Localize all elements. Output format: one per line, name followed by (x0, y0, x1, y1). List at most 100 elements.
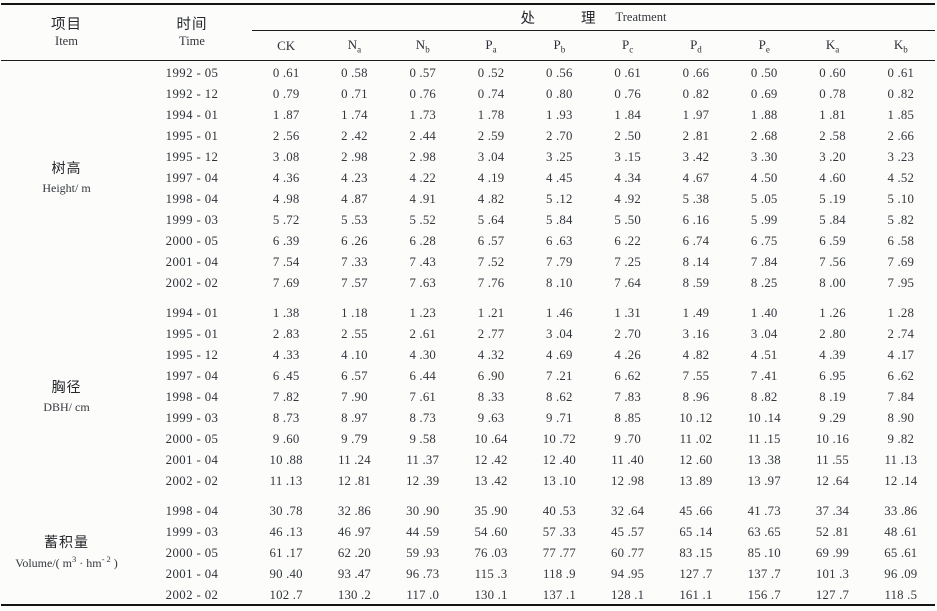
value-cell: 1 .31 (614, 306, 641, 320)
value-cell: 6 .57 (341, 369, 368, 383)
header-item-column: 项目 Item (1, 5, 132, 60)
value-cell: 6 .74 (682, 234, 710, 248)
value-cell: 6 .75 (750, 234, 778, 248)
value-cell: 4 .82 (477, 192, 505, 206)
column-header-subscript: d (697, 44, 702, 55)
value-cell: 11 .24 (338, 453, 371, 467)
value-cell: 3 .04 (477, 150, 505, 164)
column-header-subscript: c (629, 44, 634, 55)
value-cell: 4 .30 (409, 348, 437, 362)
value-cell: 156 .7 (747, 588, 781, 602)
value-cell: 4 .98 (272, 192, 300, 206)
value-cell: 6 .59 (819, 234, 846, 248)
value-cell: 7 .25 (614, 255, 641, 269)
time-cell: 2000 - 05 (165, 546, 219, 560)
time-cell: 1994 - 01 (165, 306, 219, 320)
value-cell: 2 .80 (819, 327, 846, 341)
column-header-subscript: e (765, 44, 770, 55)
value-cell: 10 .72 (542, 432, 576, 446)
value-cell: 12 .42 (474, 453, 508, 467)
value-cell: 62 .20 (337, 546, 372, 560)
section-rows: 1998 - 04 30 .78 32 .86 30 .90 35 .90 40 .53 3… (132, 501, 935, 606)
value-cell: 6 .45 (272, 369, 300, 383)
value-cell: 8 .90 (887, 411, 915, 425)
value-cell: 0 .82 (887, 87, 915, 101)
value-cell: 4 .82 (682, 348, 710, 362)
value-cell: 6 .57 (477, 234, 505, 248)
value-cell: 118 .9 (542, 567, 576, 581)
value-cell: 3 .25 (546, 150, 573, 164)
value-cell: 4 .39 (819, 348, 846, 362)
value-cell: 2 .70 (614, 327, 641, 341)
value-cell: 7 .69 (272, 276, 300, 290)
value-cell: 94 .95 (611, 567, 645, 581)
value-cell: 11 .15 (747, 432, 781, 446)
value-cell: 1 .85 (887, 108, 915, 122)
value-cell: 7 .56 (819, 255, 846, 269)
time-cell: 2001 - 04 (165, 453, 219, 467)
value-cell: 9 .63 (477, 411, 505, 425)
value-cell: 3 .23 (887, 150, 915, 164)
value-cell: 4 .34 (614, 171, 641, 185)
value-cell: 12 .81 (337, 474, 372, 488)
value-cell: 9 .71 (546, 411, 573, 425)
value-cell: 1 .46 (546, 306, 573, 320)
value-cell: 8 .85 (614, 411, 641, 425)
value-cell: 11 .02 (679, 432, 713, 446)
value-cell: 6 .28 (409, 234, 437, 248)
treatment-column-header: Na (320, 37, 388, 55)
treatment-column-header: CK (252, 38, 320, 54)
value-cell: 2 .58 (819, 129, 846, 143)
value-cell: 4 .32 (477, 348, 505, 362)
value-cell: 30 .78 (269, 504, 303, 518)
value-cell: 4 .10 (341, 348, 368, 362)
table-section: 胸径 DBH/ cm 1994 - 01 1 .38 1 .18 1 .23 1 .21 1 … (1, 303, 935, 492)
value-cell: 118 .5 (884, 588, 918, 602)
value-cell: 1 .97 (682, 108, 710, 122)
table-row: 1995 - 12 3 .08 2 .98 2 .98 3 .04 3 .25 3 .15 3… (132, 147, 935, 168)
time-cell: 1995 - 01 (165, 129, 219, 143)
value-cell: 7 .52 (477, 255, 505, 269)
value-cell: 1 .88 (750, 108, 778, 122)
value-cell: 12 .39 (406, 474, 440, 488)
table-row: 1995 - 01 2 .83 2 .55 2 .61 2 .77 3 .04 2 .70 3… (132, 324, 935, 345)
value-cell: 117 .0 (406, 588, 440, 602)
value-cell: 11 .13 (269, 474, 303, 488)
value-cell: 0 .71 (341, 87, 368, 101)
value-cell: 0 .60 (819, 66, 846, 80)
value-cell: 4 .19 (477, 171, 505, 185)
time-cell: 2000 - 05 (165, 432, 219, 446)
value-cell: 30 .90 (406, 504, 440, 518)
value-cell: 0 .56 (546, 66, 573, 80)
value-cell: 8 .00 (819, 276, 846, 290)
value-cell: 130 .1 (474, 588, 508, 602)
treatment-column-header: Ka (798, 37, 866, 55)
value-cell: 1 .26 (819, 306, 846, 320)
value-cell: 0 .61 (887, 66, 915, 80)
value-cell: 8 .62 (546, 390, 573, 404)
time-cell: 1997 - 04 (165, 171, 219, 185)
value-cell: 1 .40 (750, 306, 778, 320)
value-cell: 137 .1 (542, 588, 576, 602)
value-cell: 5 .38 (682, 192, 710, 206)
row-group-label-en: DBH/ cm (43, 399, 89, 415)
value-cell: 7 .82 (272, 390, 300, 404)
value-cell: 8 .10 (546, 276, 573, 290)
value-cell: 12 .60 (679, 453, 713, 467)
value-cell: 6 .90 (477, 369, 505, 383)
value-cell: 52 .81 (815, 525, 850, 539)
value-cell: 5 .19 (819, 192, 846, 206)
header-treatment-group: 处 理 Treatment CK Na Nb Pa Pb Pc Pd Pe Ka Kb (252, 5, 935, 60)
treatment-column-header: Pe (730, 37, 798, 55)
value-cell: 128 .1 (611, 588, 645, 602)
value-cell: 40 .53 (542, 504, 576, 518)
table-header: 项目 Item 时间 Time 处 理 Treatment CK Na Nb Pa Pb… (1, 5, 935, 61)
value-cell: 1 .18 (341, 306, 368, 320)
value-cell: 13 .89 (679, 474, 713, 488)
value-cell: 7 .33 (341, 255, 368, 269)
value-cell: 1 .73 (409, 108, 437, 122)
value-cell: 6 .39 (272, 234, 300, 248)
value-cell: 7 .69 (887, 255, 915, 269)
table-row: 2001 - 04 7 .54 7 .33 7 .43 7 .52 7 .79 7 .25 8… (132, 252, 935, 273)
